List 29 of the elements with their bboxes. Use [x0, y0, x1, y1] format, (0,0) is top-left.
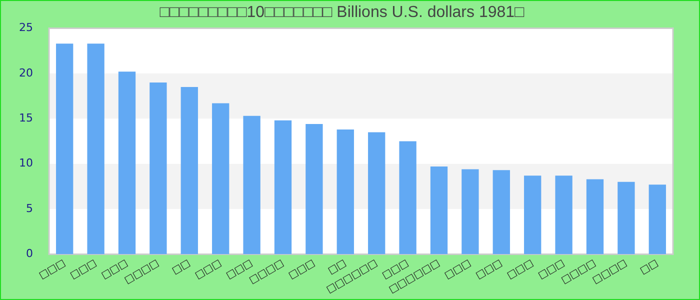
y-tick-label: 15: [18, 111, 33, 124]
bar: [118, 72, 136, 254]
bar: [336, 129, 354, 254]
bar: [524, 176, 542, 254]
bar: [150, 82, 167, 254]
y-tick-label: 25: [18, 21, 33, 34]
bar: [618, 182, 635, 254]
bar: [586, 179, 604, 254]
bar: [87, 44, 104, 254]
bar: [243, 116, 260, 254]
bar: [306, 124, 323, 254]
bar: [180, 86, 198, 254]
bar: [56, 44, 74, 254]
bar: [212, 103, 230, 254]
y-tick-label: 0: [26, 247, 33, 260]
x-tick-label: □□: [638, 258, 660, 277]
bar: [430, 166, 448, 254]
bar: [555, 176, 572, 254]
y-tick-label: 20: [18, 66, 33, 80]
bar: [648, 184, 666, 254]
bar: [462, 169, 479, 254]
bar: [399, 141, 416, 254]
bar: [368, 132, 386, 254]
bar: [274, 120, 292, 254]
x-tick-label: □□: [170, 258, 192, 277]
bar: [492, 170, 510, 254]
chart-title: □□□□□□□□□10□□□□□□□ Billions U.S. dollars 1981□: [160, 4, 525, 22]
y-tick-label: 5: [26, 202, 33, 215]
y-tick-label: 10: [18, 156, 33, 170]
